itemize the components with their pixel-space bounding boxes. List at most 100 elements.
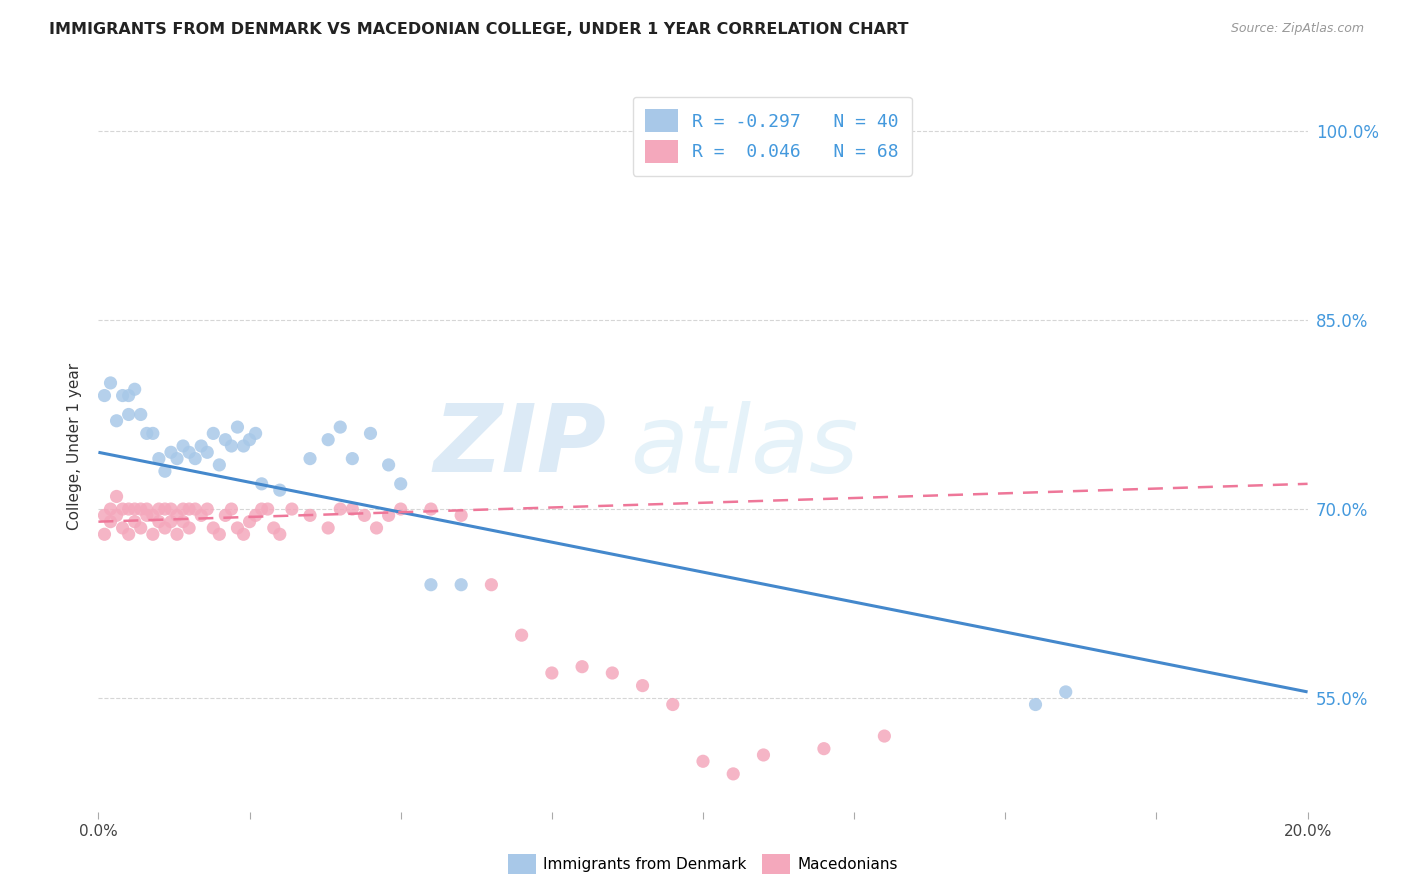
Point (179, 521, 201, 535)
Point (142, 508, 165, 523)
Point (111, 502, 134, 516)
Point (510, 628, 533, 642)
Point (239, 433, 262, 447)
Point (245, 508, 267, 523)
Text: atlas: atlas (630, 401, 859, 491)
Point (299, 451, 322, 466)
Point (377, 508, 399, 523)
Point (142, 527, 165, 541)
Point (723, 767, 745, 781)
Point (129, 502, 152, 516)
Point (214, 433, 236, 447)
Point (239, 515, 262, 529)
Point (226, 521, 249, 535)
Point (135, 508, 157, 523)
Point (148, 451, 170, 466)
Point (93, 527, 115, 541)
Point (105, 490, 128, 504)
Point (118, 408, 141, 422)
Point (221, 439, 243, 453)
Point (342, 451, 364, 466)
Point (221, 502, 243, 516)
Legend: R = -0.297   N = 40, R =  0.046   N = 68: R = -0.297 N = 40, R = 0.046 N = 68 (633, 96, 911, 176)
Point (148, 515, 170, 529)
Point (118, 527, 141, 541)
Point (692, 754, 714, 768)
Point (208, 458, 231, 472)
Point (172, 439, 194, 453)
Point (263, 521, 285, 535)
Point (124, 515, 146, 529)
Point (232, 439, 254, 453)
Point (166, 508, 188, 523)
Point (214, 508, 236, 523)
Point (250, 502, 273, 516)
Point (420, 578, 443, 592)
Point (124, 382, 146, 396)
Point (342, 502, 364, 516)
Point (420, 502, 443, 516)
Text: ZIP: ZIP (433, 400, 606, 492)
Point (124, 502, 146, 516)
Point (105, 414, 128, 428)
Point (135, 502, 157, 516)
Point (111, 388, 134, 402)
Point (190, 508, 212, 523)
Point (160, 515, 183, 529)
Point (329, 420, 352, 434)
Point (1054, 685, 1077, 699)
Point (202, 426, 225, 441)
Point (184, 451, 207, 466)
Point (602, 665, 624, 680)
Point (353, 508, 375, 523)
Point (813, 741, 835, 756)
Point (160, 502, 183, 516)
Point (202, 521, 225, 535)
Point (142, 426, 165, 441)
Point (153, 464, 176, 478)
Point (245, 426, 267, 441)
Point (873, 729, 896, 743)
Point (389, 476, 412, 491)
Point (195, 445, 218, 459)
Point (316, 433, 339, 447)
Point (129, 521, 152, 535)
Point (166, 451, 188, 466)
Point (118, 388, 141, 402)
Point (166, 527, 188, 541)
Point (1024, 698, 1046, 712)
Point (172, 515, 194, 529)
Point (366, 521, 388, 535)
Text: IMMIGRANTS FROM DENMARK VS MACEDONIAN COLLEGE, UNDER 1 YEAR CORRELATION CHART: IMMIGRANTS FROM DENMARK VS MACEDONIAN CO… (49, 22, 908, 37)
Point (118, 502, 141, 516)
Point (752, 747, 775, 762)
Point (93, 508, 115, 523)
Point (148, 502, 170, 516)
Point (160, 445, 183, 459)
Point (190, 439, 212, 453)
Point (105, 508, 128, 523)
Point (100, 502, 122, 516)
Point (179, 445, 201, 459)
Y-axis label: College, Under 1 year: College, Under 1 year (67, 362, 83, 530)
Point (329, 502, 352, 516)
Point (450, 578, 472, 592)
Point (540, 665, 562, 680)
Point (111, 521, 134, 535)
Point (184, 502, 207, 516)
Point (661, 698, 683, 712)
Point (100, 515, 122, 529)
Point (631, 679, 654, 693)
Point (250, 476, 273, 491)
Point (389, 502, 412, 516)
Point (93, 388, 115, 402)
Point (377, 458, 399, 472)
Point (269, 483, 291, 497)
Point (281, 502, 304, 516)
Point (481, 578, 503, 592)
Point (226, 420, 249, 434)
Point (450, 508, 472, 523)
Point (153, 502, 176, 516)
Point (316, 521, 339, 535)
Point (129, 408, 152, 422)
